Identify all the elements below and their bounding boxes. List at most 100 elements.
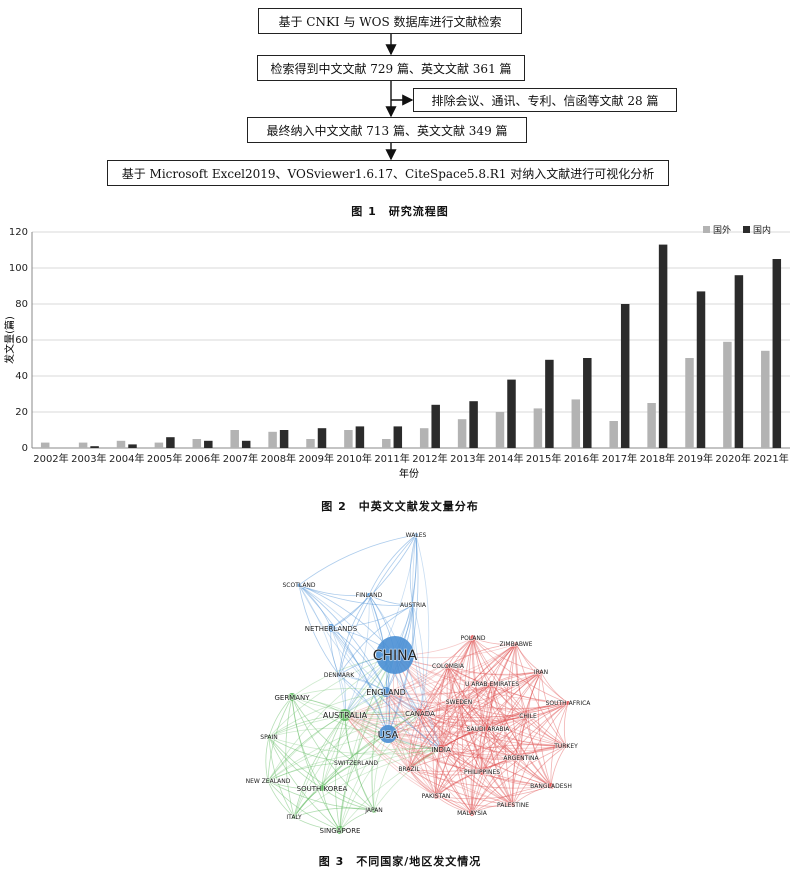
network-edge	[471, 804, 514, 814]
network-edge	[267, 712, 421, 782]
network-edge	[373, 733, 389, 811]
label-switzerland: SWITZERLAND	[334, 760, 378, 767]
network-edge	[435, 728, 489, 797]
x-tick-label: 2012年	[412, 452, 447, 465]
bar-foreign	[723, 341, 732, 448]
network-edge	[344, 714, 483, 773]
network-edge	[330, 627, 346, 716]
network-edge	[440, 701, 460, 750]
x-tick-label: 2007年	[223, 452, 258, 465]
network-edge	[394, 654, 522, 759]
legend-swatch	[703, 226, 710, 233]
label-turkey: TURKEY	[553, 743, 578, 750]
x-tick-label: 2003年	[71, 452, 106, 465]
network-edge	[435, 771, 483, 797]
bar-foreign	[192, 439, 202, 448]
network-edge	[408, 637, 474, 770]
legend-label: 国外	[713, 224, 731, 236]
node-southkorea	[319, 785, 325, 791]
node-austria	[411, 603, 415, 607]
label-malaysia: MALAYSIA	[457, 810, 488, 817]
network-edge	[419, 712, 529, 722]
network-edge	[419, 712, 437, 797]
network-edge	[344, 714, 410, 770]
network-edge	[458, 683, 493, 703]
network-edge	[298, 584, 346, 716]
network-edge	[409, 534, 417, 606]
x-tick-label: 2009年	[299, 452, 334, 465]
bar-domestic	[90, 446, 99, 448]
network-edge	[472, 637, 529, 717]
network-edge	[344, 665, 449, 716]
bar-foreign	[647, 403, 656, 448]
node-palestine	[511, 803, 515, 807]
network-edge	[472, 637, 514, 806]
network-edge	[408, 768, 437, 797]
network-edge	[338, 594, 370, 676]
network-edge	[472, 637, 522, 759]
network-edge	[447, 643, 517, 667]
network-edge	[344, 683, 493, 716]
network-edge	[481, 702, 569, 773]
network-edge	[435, 643, 517, 797]
network-edge	[486, 683, 493, 730]
network-edge	[385, 691, 522, 759]
network-edge	[394, 654, 514, 806]
network-edge	[344, 714, 514, 806]
bar-chart: 0 20 40 60 80 100 120 2002年 2003年 2004年 2005年 2006…	[3, 224, 790, 480]
node-india	[437, 745, 445, 753]
node-newzealand	[266, 779, 270, 783]
network-edge	[368, 534, 417, 596]
network-edge	[387, 733, 522, 759]
node-switzerland	[353, 760, 359, 766]
network-edge	[298, 584, 387, 693]
network-edge	[491, 683, 522, 759]
network-edge	[408, 768, 552, 789]
network-edge	[291, 696, 341, 831]
network-edge	[458, 701, 552, 787]
network-edge	[344, 714, 552, 787]
network-edge	[344, 671, 542, 716]
network-edge	[385, 534, 417, 693]
node-canada	[416, 709, 424, 717]
network-edge	[298, 584, 389, 735]
network-edge	[440, 637, 474, 750]
bar-foreign	[40, 442, 50, 448]
network-edge	[481, 745, 567, 773]
network-edge	[487, 671, 542, 730]
network-edge	[387, 683, 493, 735]
network-nodes	[266, 533, 570, 834]
label-brazil: BRAZIL	[398, 766, 420, 773]
network-edge	[387, 643, 517, 735]
node-finland	[367, 593, 371, 597]
x-tick-label: 2016年	[564, 452, 599, 465]
bar-domestic	[734, 275, 744, 448]
network-edge	[471, 715, 529, 814]
label-argentina: ARGENTINA	[503, 755, 539, 762]
y-tick-label: 100	[9, 263, 28, 274]
network-edge	[440, 748, 483, 773]
network-edge	[385, 671, 542, 695]
label-singapore: SINGAPORE	[320, 827, 361, 835]
y-tick-label: 20	[15, 407, 28, 418]
node-saudiarabia	[485, 726, 491, 732]
node-china	[376, 636, 414, 674]
node-pakistan	[433, 793, 439, 799]
network-edge	[419, 702, 569, 718]
network-edge	[447, 665, 460, 703]
network-edge	[487, 702, 569, 730]
network-edge	[339, 733, 389, 831]
network-edge	[298, 584, 421, 714]
network-edge	[265, 736, 270, 782]
network-edge	[385, 691, 489, 730]
network-edge	[440, 748, 522, 760]
network-edge	[419, 712, 552, 787]
node-turkey	[564, 744, 568, 748]
network-edge	[470, 683, 493, 814]
flow-step-search: 基于 CNKI 与 WOS 数据库进行文献检索	[258, 8, 522, 34]
network-edge	[408, 728, 489, 770]
network-edge	[458, 701, 569, 710]
network-edge	[338, 604, 414, 676]
network-edge	[419, 712, 514, 806]
label-palestine: PALESTINE	[497, 802, 529, 809]
